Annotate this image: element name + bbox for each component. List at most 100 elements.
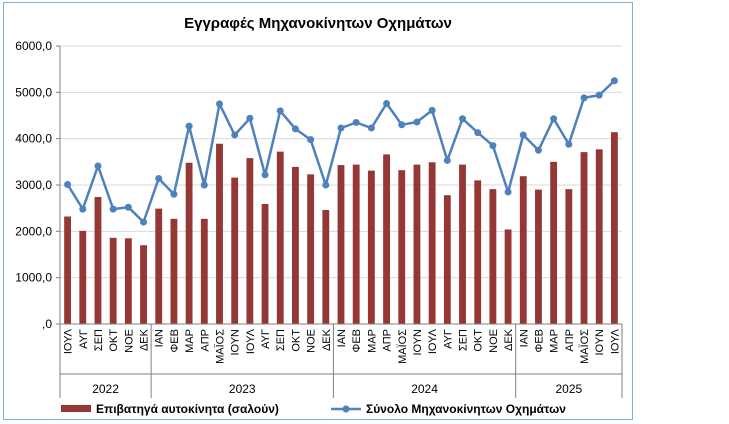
x-tick-label: ΙΟΥΛ (245, 328, 257, 354)
line-point (261, 171, 269, 179)
x-tick-label: ΔΕΚ (321, 328, 333, 351)
x-tick-label: ΑΠΡ (199, 329, 211, 352)
x-axis: ΙΟΥΛ ΑΥΓ ΣΕΠ ΟΚΤ ΝΟΕ ΔΕΚ ΙΑΝ ΦΕΒ ΜΑΡ ΑΠΡ ΜΑΪΟΣ ΙΟΥΝ… (59, 323, 623, 398)
x-tick-label: ΙΟΥΝ (412, 329, 424, 356)
line-point (140, 218, 148, 226)
x-tick-label: ΝΟΕ (123, 329, 135, 353)
x-tick-label: ΙΑΝ (518, 329, 530, 347)
x-tick-label: ΙΟΥΛ (427, 328, 439, 354)
x-tick-label: ΜΑΡ (549, 329, 561, 353)
line-point (276, 107, 284, 115)
bar (79, 230, 87, 324)
x-tick-label: ΜΑΪΟΣ (214, 329, 226, 364)
line-point (565, 140, 573, 148)
bar (565, 189, 573, 324)
y-tick-label: 4000,0 (15, 132, 52, 146)
line-point (595, 91, 603, 99)
line-point (64, 181, 72, 189)
x-tick-label: ΙΟΥΝ (230, 329, 242, 356)
bar (200, 218, 208, 324)
line-point (474, 129, 482, 137)
x-tick-label: ΣΕΠ (275, 329, 287, 351)
bar (109, 237, 117, 324)
x-tick-label: ΙΟΥΛ (63, 328, 75, 354)
x-tick-label: ΟΚΤ (473, 329, 485, 352)
bar (185, 162, 193, 324)
line-point (519, 131, 527, 139)
bar (124, 238, 132, 324)
bar (595, 149, 603, 324)
line-point (291, 125, 299, 133)
x-tick-label: ΙΟΥΝ (594, 329, 606, 356)
line-point (322, 181, 330, 189)
line-point (307, 136, 315, 144)
bar (246, 158, 254, 324)
year-label: 2023 (229, 382, 256, 396)
line-point (94, 162, 102, 170)
legend-swatch-bars (61, 405, 91, 412)
x-tick-label: ΦΕΒ (351, 329, 363, 352)
y-tick-label: 1000,0 (15, 271, 52, 285)
bar (474, 180, 482, 324)
bar (459, 164, 466, 324)
bar (216, 143, 223, 324)
line-point (428, 106, 436, 114)
bar (352, 164, 360, 324)
line-point (200, 181, 208, 189)
bar (337, 165, 345, 324)
line-point (124, 203, 132, 211)
chart-title: Εγγραφές Μηχανοκίνητων Οχημάτων (184, 15, 452, 32)
year-label: 2022 (92, 382, 119, 396)
bar (322, 210, 330, 324)
x-tick-label: ΔΕΚ (503, 328, 515, 351)
bar (443, 195, 451, 324)
line-point (155, 175, 163, 183)
bar (231, 177, 239, 324)
line-point (170, 190, 178, 198)
x-tick-label: ΑΠΡ (382, 329, 394, 352)
x-tick-label: ΜΑΪΟΣ (397, 329, 409, 364)
line-point (459, 115, 467, 123)
y-tick-label: 2000,0 (15, 224, 52, 238)
legend: Επιβατηγά αυτοκίνητα (σαλούν) Σύνολο Μηχ… (61, 402, 566, 416)
bar (398, 170, 406, 324)
bar (367, 170, 375, 324)
line-point (215, 100, 223, 108)
line-point (534, 146, 542, 154)
chart-frame (3, 2, 633, 420)
line-point (398, 121, 406, 129)
bar (580, 152, 588, 324)
x-tick-label: ΜΑΪΟΣ (579, 329, 591, 364)
bar (489, 189, 497, 324)
line-point (413, 118, 421, 126)
line-point (489, 142, 497, 150)
y-tick-label: 6000,0 (15, 39, 52, 53)
y-axis: ,0 1000,0 2000,0 3000,0 4000,0 5000,0 6000,0 (15, 39, 61, 331)
x-tick-label: ΙΑΝ (336, 329, 348, 347)
line-point (383, 99, 391, 107)
x-tick-label: ΔΕΚ (139, 328, 151, 351)
bar (64, 216, 72, 324)
x-tick-label: ΜΑΡ (366, 329, 378, 353)
bar (504, 229, 512, 324)
legend-swatch-marker (342, 405, 350, 413)
year-label: 2024 (411, 382, 438, 396)
bar (292, 166, 299, 324)
line-point (610, 77, 618, 85)
x-tick-label: ΑΠΡ (564, 329, 576, 352)
line-point (504, 188, 512, 196)
x-tick-label: ΑΥΓ (78, 329, 90, 349)
bar (519, 176, 527, 324)
line-point (231, 131, 239, 139)
line-point (352, 118, 360, 126)
x-tick-label: ΙΟΥΛ (609, 328, 621, 354)
line-point (443, 156, 451, 164)
x-tick-label: ΑΥΓ (442, 329, 454, 349)
bar (140, 245, 147, 324)
x-tick-label: ΣΕΠ (458, 329, 470, 351)
line-point (79, 205, 87, 213)
legend-label-line: Σύνολο Μηχανοκίνητων Οχημάτων (366, 402, 566, 416)
y-tick-label: 3000,0 (15, 178, 52, 192)
x-tick-label: ΦΕΒ (169, 329, 181, 352)
bar (94, 197, 102, 324)
